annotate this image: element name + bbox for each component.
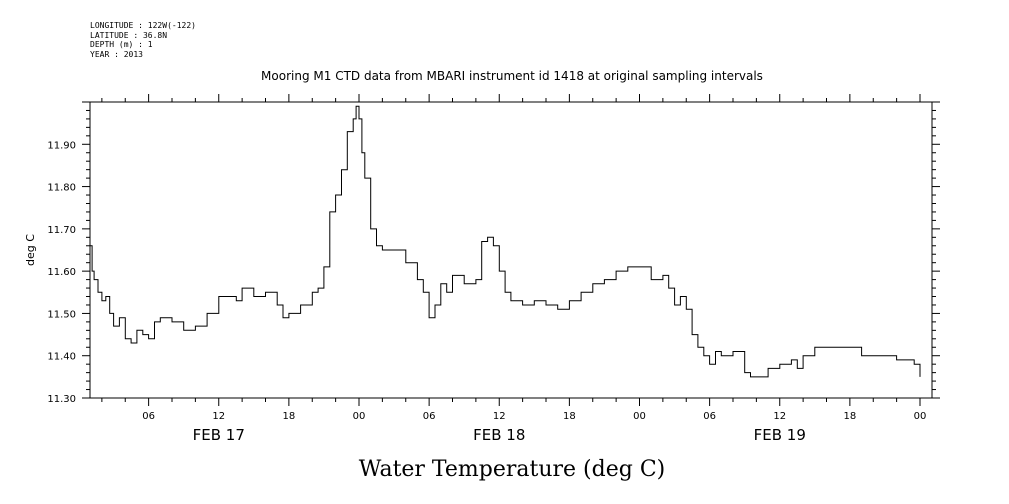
- x-tick-label: 00: [633, 411, 646, 422]
- x-axis-label: Water Temperature (deg C): [359, 457, 666, 482]
- x-tick-label: 06: [703, 411, 716, 422]
- x-tick-label: 18: [283, 411, 296, 422]
- x-tick-label: 00: [914, 411, 927, 422]
- y-tick-label: 11.90: [47, 140, 76, 151]
- y-axis-label: deg C: [24, 234, 37, 266]
- y-tick-label: 11.40: [47, 352, 76, 363]
- metadata-year: YEAR : 2013: [90, 49, 143, 59]
- metadata-latitude: LATITUDE : 36.8N: [90, 30, 168, 40]
- y-tick-label: 11.70: [47, 225, 76, 236]
- x-tick-label: 06: [423, 411, 436, 422]
- axis-ticks: [82, 94, 940, 406]
- plot-frame: [89, 101, 933, 399]
- x-tick-labels: 06 12 18 00 06 12 18 00 06 12 18 00: [142, 411, 926, 422]
- temperature-series-line: [90, 105, 921, 378]
- day-label: FEB 19: [754, 426, 806, 444]
- day-label: FEB 18: [473, 426, 525, 444]
- y-tick-label: 11.60: [47, 267, 76, 278]
- y-tick-labels: 11.30 11.40 11.50 11.60 11.70 11.80 11.90: [47, 140, 76, 405]
- x-tick-label: 12: [773, 411, 786, 422]
- metadata-longitude: LONGITUDE : 122W(-122): [90, 21, 196, 30]
- y-tick-label: 11.30: [47, 394, 76, 405]
- metadata-depth: DEPTH (m) : 1: [90, 40, 153, 49]
- x-tick-label: 12: [493, 411, 506, 422]
- y-tick-label: 11.80: [47, 183, 76, 194]
- x-tick-label: 00: [353, 411, 366, 422]
- x-tick-label: 06: [142, 411, 155, 422]
- y-tick-label: 11.50: [47, 309, 76, 320]
- x-tick-label: 12: [212, 411, 225, 422]
- day-labels: FEB 17 FEB 18 FEB 19: [193, 426, 806, 444]
- chart-title: Mooring M1 CTD data from MBARI instrumen…: [261, 69, 763, 83]
- x-tick-label: 18: [563, 411, 576, 422]
- x-tick-label: 18: [844, 411, 857, 422]
- day-label: FEB 17: [193, 426, 245, 444]
- metadata-block: LONGITUDE : 122W(-122) LATITUDE : 36.8N …: [90, 21, 196, 59]
